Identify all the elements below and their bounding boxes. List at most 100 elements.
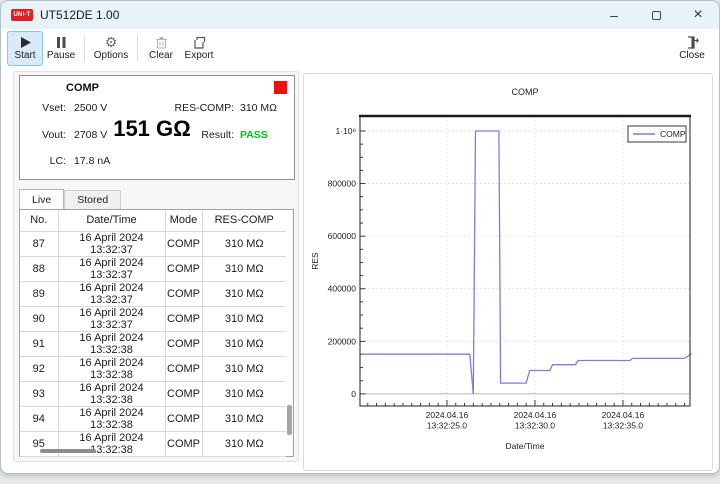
pause-button[interactable]: Pause [43, 31, 79, 66]
table-cell: 16 April 2024 13:32:38 [58, 381, 166, 407]
table-cell: COMP [165, 331, 203, 357]
table-cell: 89 [20, 281, 59, 307]
result-label: Result: [201, 129, 234, 141]
clear-button[interactable]: Clear [143, 31, 179, 66]
table-cell: COMP [165, 231, 203, 257]
table-row[interactable]: 88 16 April 2024 13:32:37 COMP 310 MΩ [20, 256, 286, 282]
toolbar: Start Pause ⚙ Options Clea [1, 29, 719, 67]
y-tick-label: 800000 [328, 179, 357, 189]
series-line-comp [360, 130, 692, 394]
table-cell: COMP [165, 431, 203, 457]
table-cell: 16 April 2024 13:32:37 [58, 281, 166, 307]
res-comp-label: RES-COMP: [174, 102, 234, 114]
live-reading-box: COMP Vset: 2500 V Vout: 2708 V LC: 17.8 … [19, 75, 295, 180]
table-cell: 93 [20, 381, 59, 407]
trash-icon [155, 35, 168, 50]
maximize-button[interactable] [635, 1, 677, 29]
tab-stored[interactable]: Stored [64, 190, 122, 209]
gear-icon: ⚙ [104, 34, 118, 51]
table-row[interactable]: 91 16 April 2024 13:32:38 COMP 310 MΩ [20, 331, 286, 357]
table-row[interactable]: 93 16 April 2024 13:32:38 COMP 310 MΩ [20, 381, 286, 407]
measurement-panel: COMP Vset: 2500 V Vout: 2708 V LC: 17.8 … [13, 71, 299, 462]
status-indicator [274, 81, 287, 94]
table-cell: 87 [20, 231, 59, 257]
play-icon [19, 35, 32, 50]
window-title: UT512DE 1.00 [40, 8, 120, 22]
chart-title: COMP [512, 87, 539, 97]
col-datetime: Date/Time [58, 210, 166, 232]
col-no: No. [20, 210, 59, 232]
x-tick-label: 2024.04.16 13:32:30.0 [514, 410, 557, 431]
table-cell: COMP [165, 381, 203, 407]
vset-label: Vset: [42, 102, 66, 114]
export-icon [192, 35, 206, 50]
pause-icon [55, 35, 67, 50]
title-bar: UNI-T UT512DE 1.00 – × [1, 1, 719, 29]
col-res-comp: RES-COMP [202, 210, 286, 232]
y-tick-label: 200000 [328, 336, 357, 346]
export-button[interactable]: Export [179, 31, 219, 66]
toolbar-separator [84, 34, 85, 62]
table-cell: 16 April 2024 13:32:38 [58, 356, 166, 382]
table-cell: COMP [165, 406, 203, 432]
table-cell: 94 [20, 406, 59, 432]
close-app-button[interactable]: Close [673, 31, 711, 66]
table-cell: COMP [165, 281, 203, 307]
mode-title: COMP [66, 82, 99, 94]
table-cell: 310 MΩ [202, 431, 286, 457]
y-tick-label: 0 [351, 389, 356, 399]
table-cell: 310 MΩ [202, 281, 286, 307]
options-button[interactable]: ⚙ Options [93, 34, 129, 61]
maximize-icon [651, 10, 661, 20]
y-axis-title: RES [310, 252, 320, 270]
chart-panel: COMP 0 200000 400000 600000 800000 1·10⁶ 2024.0… [303, 73, 713, 471]
table-cell: 310 MΩ [202, 231, 286, 257]
exit-door-icon [685, 35, 699, 50]
table-cell: 16 April 2024 13:32:37 [58, 306, 166, 332]
table-row[interactable]: 92 16 April 2024 13:32:38 COMP 310 MΩ [20, 356, 286, 382]
table-cell: 310 MΩ [202, 381, 286, 407]
horizontal-scrollbar-thumb[interactable] [40, 449, 96, 453]
table-cell: COMP [165, 306, 203, 332]
table-cell: 310 MΩ [202, 331, 286, 357]
res-chart: COMP 0 200000 400000 600000 800000 1·10⁶ 2024.0… [310, 87, 692, 451]
app-window: UNI-T UT512DE 1.00 – × Start Pause ⚙ Opt… [0, 0, 720, 474]
lc-value: 17.8 nA [74, 155, 111, 167]
y-tick-label: 400000 [328, 284, 357, 294]
y-tick-label: 1·10⁶ [335, 126, 356, 136]
table-cell: 92 [20, 356, 59, 382]
table-cell: 310 MΩ [202, 406, 286, 432]
log-table: No. Date/Time Mode RES-COMP 87 16 April 2… [20, 210, 286, 457]
plot-frame [359, 115, 691, 407]
tab-live[interactable]: Live [19, 189, 65, 209]
table-cell: 91 [20, 331, 59, 357]
table-cell: 88 [20, 256, 59, 282]
table-cell: 310 MΩ [202, 356, 286, 382]
vout-value: 2708 V [74, 129, 108, 141]
table-cell: 90 [20, 306, 59, 332]
toolbar-separator [137, 34, 138, 62]
table-row[interactable]: 90 16 April 2024 13:32:37 COMP 310 MΩ [20, 306, 286, 332]
x-tick-label: 2024.04.16 13:32:25.0 [426, 410, 469, 431]
table-row[interactable]: 89 16 April 2024 13:32:37 COMP 310 MΩ [20, 281, 286, 307]
resistance-reading: 151 GΩ [113, 116, 191, 141]
vset-value: 2500 V [74, 102, 108, 114]
table-cell: 16 April 2024 13:32:37 [58, 256, 166, 282]
table-cell: 310 MΩ [202, 256, 286, 282]
table-cell: COMP [165, 356, 203, 382]
x-axis-title: Date/Time [506, 441, 545, 451]
result-value: PASS [240, 129, 268, 141]
table-cell: 16 April 2024 13:32:38 [58, 331, 166, 357]
close-window-button[interactable]: × [693, 6, 703, 23]
table-row[interactable]: 87 16 April 2024 13:32:37 COMP 310 MΩ [20, 231, 286, 257]
table-row[interactable]: 94 16 April 2024 13:32:38 COMP 310 MΩ [20, 406, 286, 432]
x-tick-label: 2024.04.16 13:32:35.0 [602, 410, 645, 431]
vertical-scrollbar[interactable] [285, 210, 293, 446]
start-button[interactable]: Start [7, 30, 43, 66]
table-cell: COMP [165, 256, 203, 282]
table-header-row: No. Date/Time Mode RES-COMP [20, 210, 286, 232]
vertical-scrollbar-thumb[interactable] [287, 405, 292, 435]
minimize-button[interactable]: – [610, 7, 618, 23]
legend-box [627, 125, 687, 143]
horizontal-scrollbar[interactable] [20, 446, 285, 456]
